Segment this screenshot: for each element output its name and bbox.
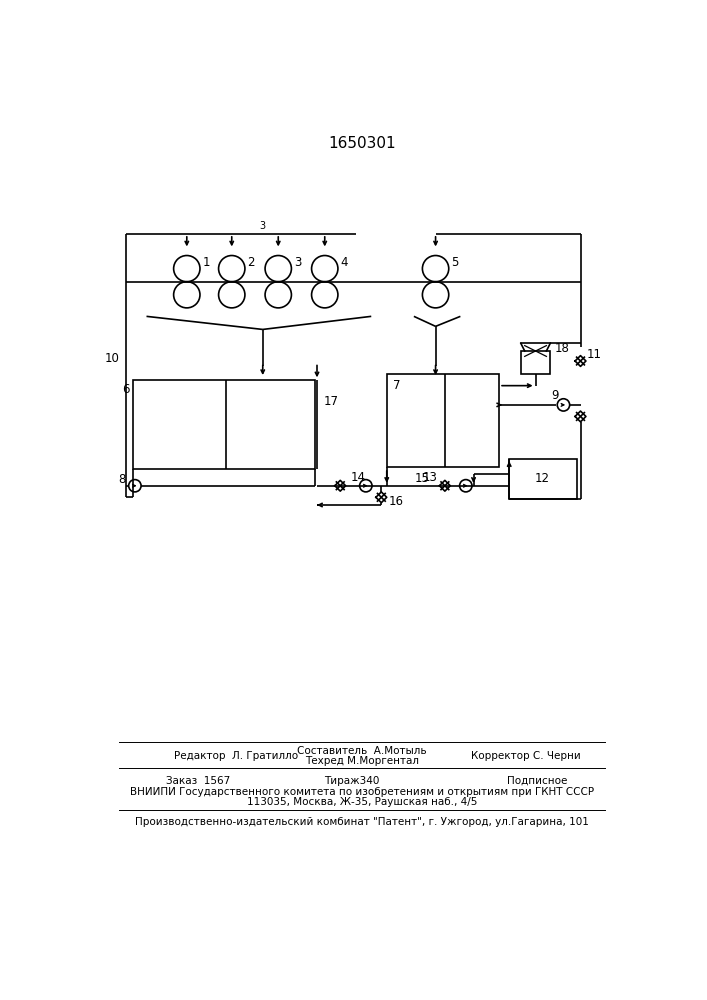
Text: 11: 11	[587, 348, 602, 361]
Text: 7: 7	[393, 379, 400, 392]
Text: 5: 5	[451, 256, 458, 269]
Text: 6: 6	[122, 383, 129, 396]
Text: Производственно-издательский комбинат "Патент", г. Ужгород, ул.Гагарина, 101: Производственно-издательский комбинат "П…	[135, 817, 589, 827]
Text: 14: 14	[351, 471, 366, 484]
Text: 13: 13	[422, 471, 437, 484]
Text: Корректор С. Черни: Корректор С. Черни	[472, 751, 581, 761]
Bar	[134, 380, 315, 469]
Text: 4: 4	[340, 256, 348, 269]
Text: 1: 1	[202, 256, 210, 269]
Text: 8: 8	[118, 473, 126, 486]
Text: Составитель  А.Мотыль: Составитель А.Мотыль	[297, 746, 427, 756]
Text: ВНИИПИ Государственного комитета по изобретениям и открытиям при ГКНТ СССР: ВНИИПИ Государственного комитета по изоб…	[130, 787, 594, 797]
Text: 16: 16	[389, 495, 404, 508]
Text: 3: 3	[259, 221, 266, 231]
Text: 17: 17	[323, 395, 338, 408]
Text: 3: 3	[293, 256, 301, 269]
Text: 10: 10	[105, 352, 119, 365]
Text: Заказ  1567: Заказ 1567	[166, 776, 230, 786]
Text: Техред М.Моргентал: Техред М.Моргентал	[305, 756, 419, 766]
Text: 15: 15	[414, 472, 429, 485]
Bar	[387, 374, 499, 466]
Bar	[521, 351, 550, 374]
Bar	[509, 459, 577, 499]
Text: 12: 12	[535, 472, 550, 485]
Text: Подписное: Подписное	[507, 776, 567, 786]
Text: 2: 2	[247, 256, 255, 269]
Text: Редактор  Л. Гратилло: Редактор Л. Гратилло	[174, 751, 298, 761]
Text: 1650301: 1650301	[328, 136, 396, 151]
Text: 9: 9	[551, 389, 559, 402]
Text: 18: 18	[555, 342, 570, 355]
Text: Тираж340: Тираж340	[325, 776, 380, 786]
Text: 113035, Москва, Ж-35, Раушская наб., 4/5: 113035, Москва, Ж-35, Раушская наб., 4/5	[247, 797, 477, 807]
